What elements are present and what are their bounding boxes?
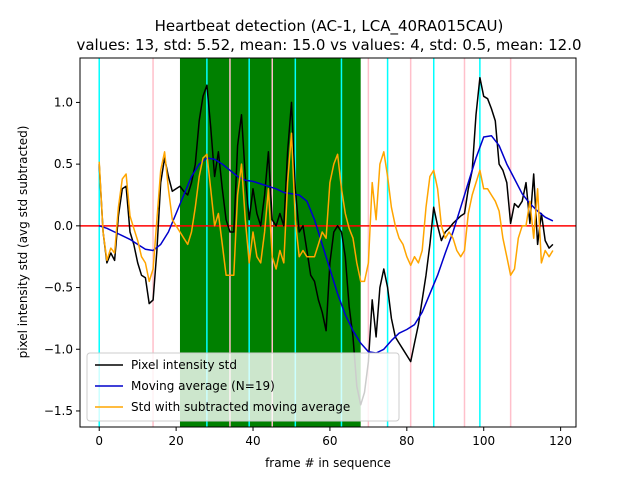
legend: Pixel intensity std Moving average (N=19)… xyxy=(86,352,400,422)
x-tick-label-2: 40 xyxy=(245,434,260,448)
series-line-1 xyxy=(98,134,554,354)
x-tick-label-1: 20 xyxy=(168,434,183,448)
y-axis-label: pixel intensity std (avg std subtracted) xyxy=(16,126,30,359)
x-tick-label-3: 60 xyxy=(322,434,337,448)
y-tick-label-3: 0.0 xyxy=(54,219,73,233)
legend-box xyxy=(86,352,400,422)
series-line-2 xyxy=(98,132,554,283)
x-tick-label-6: 120 xyxy=(549,434,572,448)
y-tick-label-1: −1.0 xyxy=(44,342,73,356)
y-tick-label-5: 1.0 xyxy=(54,95,73,109)
axes-frame xyxy=(79,57,577,428)
y-tick-label-2: −0.5 xyxy=(44,281,73,295)
y-tick-label-0: −1.5 xyxy=(44,404,73,418)
legend-label-1: Moving average (N=19) xyxy=(131,379,275,393)
y-tick-label-4: 0.5 xyxy=(54,157,73,171)
x-axis-label: frame # in sequence xyxy=(265,456,391,470)
legend-label-2: Std with subtracted moving average xyxy=(131,400,350,414)
chart-subtitle: values: 13, std: 5.52, mean: 15.0 vs val… xyxy=(76,36,581,54)
x-tick-label-0: 0 xyxy=(95,434,103,448)
x-tick-label-5: 100 xyxy=(472,434,495,448)
legend-label-0: Pixel intensity std xyxy=(131,358,237,372)
axes: 0 20 40 60 80 100 120 −1.5 −1.0 −0.5 0.0 0.5 1.0 xyxy=(44,57,577,448)
chart-title: Heartbeat detection (AC-1, LCA_40RA015CA… xyxy=(155,17,504,36)
x-tick-label-4: 80 xyxy=(399,434,414,448)
series-line-0 xyxy=(98,76,554,406)
